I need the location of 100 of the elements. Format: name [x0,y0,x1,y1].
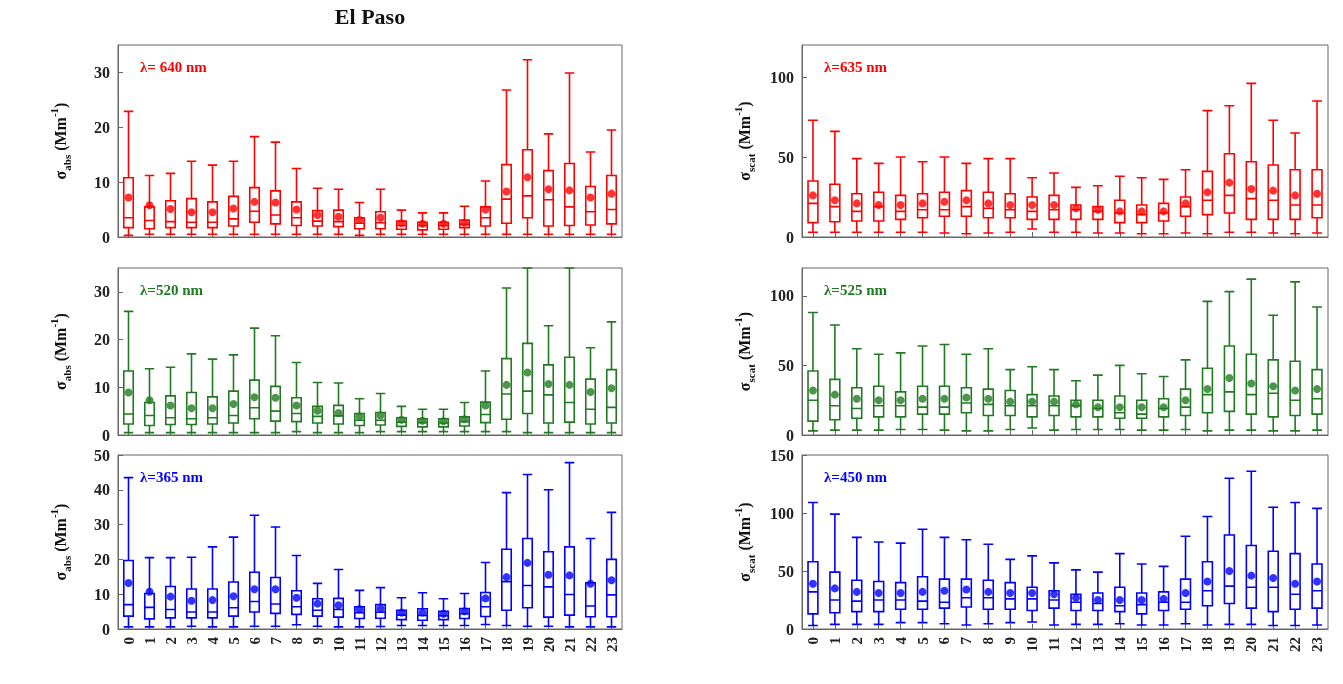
point [292,401,301,410]
point [250,585,259,594]
point [166,205,175,214]
point [1006,397,1015,406]
point [439,219,448,228]
point [1225,178,1234,187]
y-axis-title: σscat (Mm-1) [731,101,757,181]
x-tick-label: 9 [309,637,326,645]
point [940,394,949,403]
x-tick-label: 20 [540,637,557,652]
point [918,587,927,596]
point [852,394,861,403]
point [355,605,364,614]
point [1247,571,1256,580]
point [397,415,406,424]
point [481,401,490,410]
point [1247,185,1256,193]
point [124,193,133,202]
x-tick-label: 4 [892,636,909,645]
point [896,396,905,405]
point [418,608,427,617]
point [271,198,280,207]
point [544,570,553,579]
x-tick-label: 19 [1221,637,1238,652]
x-tick-label: 6 [936,636,953,645]
point [250,393,259,402]
y-tick-label: 30 [94,516,110,534]
x-tick-label: 5 [225,637,242,645]
annotation: λ=525 nm [824,281,888,298]
y-tick-label: 100 [770,287,794,305]
point [145,396,154,405]
point [1203,385,1212,394]
point [962,196,971,205]
y-tick-label: 100 [770,68,794,86]
point [1093,596,1102,604]
point [502,573,511,582]
point [1181,589,1190,598]
point [896,589,905,598]
x-tick-label: 11 [351,637,368,652]
point [208,404,217,413]
x-tick-label: 7 [267,636,284,645]
x-tick-label: 12 [1067,637,1084,652]
x-tick-label: 17 [1177,636,1194,652]
x-tick-label: 3 [183,637,200,645]
point [1269,382,1278,391]
y-axis-title: σabs (Mm-1) [47,102,73,180]
y-tick-label: 50 [778,148,794,166]
x-tick-label: 10 [330,637,347,652]
point [962,585,971,594]
point [292,205,301,214]
point [1115,403,1124,412]
x-tick-label: 16 [456,636,473,652]
point [523,173,532,182]
point [397,608,406,617]
point [523,558,532,567]
point [208,596,217,605]
x-tick-label: 18 [498,637,515,652]
point [1313,189,1322,198]
y-axis-title: σscat (Mm-1) [731,502,757,582]
point [208,208,217,217]
point [565,571,574,580]
point [124,579,133,588]
x-tick-label: 10 [1024,637,1041,652]
point [271,393,280,402]
point [1181,396,1190,405]
y-tick-label: 0 [102,228,110,246]
x-tick-label: 7 [958,636,975,645]
x-tick-label: 20 [1243,637,1260,652]
x-tick-label: 18 [1199,637,1216,652]
point [940,586,949,595]
y-tick-label: 40 [94,481,110,499]
point [502,187,511,196]
point [229,399,238,408]
point [1159,403,1168,412]
x-tick-label: 8 [288,637,305,645]
point [376,213,385,222]
point [565,186,574,195]
x-tick-label: 6 [246,636,263,645]
point [830,390,839,399]
point [1291,191,1300,200]
point [334,601,343,610]
point [229,592,238,601]
point [1028,201,1037,209]
y-tick-label: 0 [786,228,794,246]
point [1269,573,1278,582]
x-tick-label: 21 [1265,637,1282,652]
point [940,197,949,206]
y-tick-label: 20 [94,331,110,349]
y-tick-label: 10 [94,585,110,603]
point [397,219,406,228]
y-tick-label: 10 [94,378,110,396]
point [418,219,427,228]
y-tick-label: 20 [94,118,110,136]
point [145,201,154,210]
point [565,380,574,389]
x-tick-label: 17 [477,636,494,652]
point [586,579,595,588]
point [984,587,993,596]
point [852,199,861,208]
point [1159,594,1168,603]
